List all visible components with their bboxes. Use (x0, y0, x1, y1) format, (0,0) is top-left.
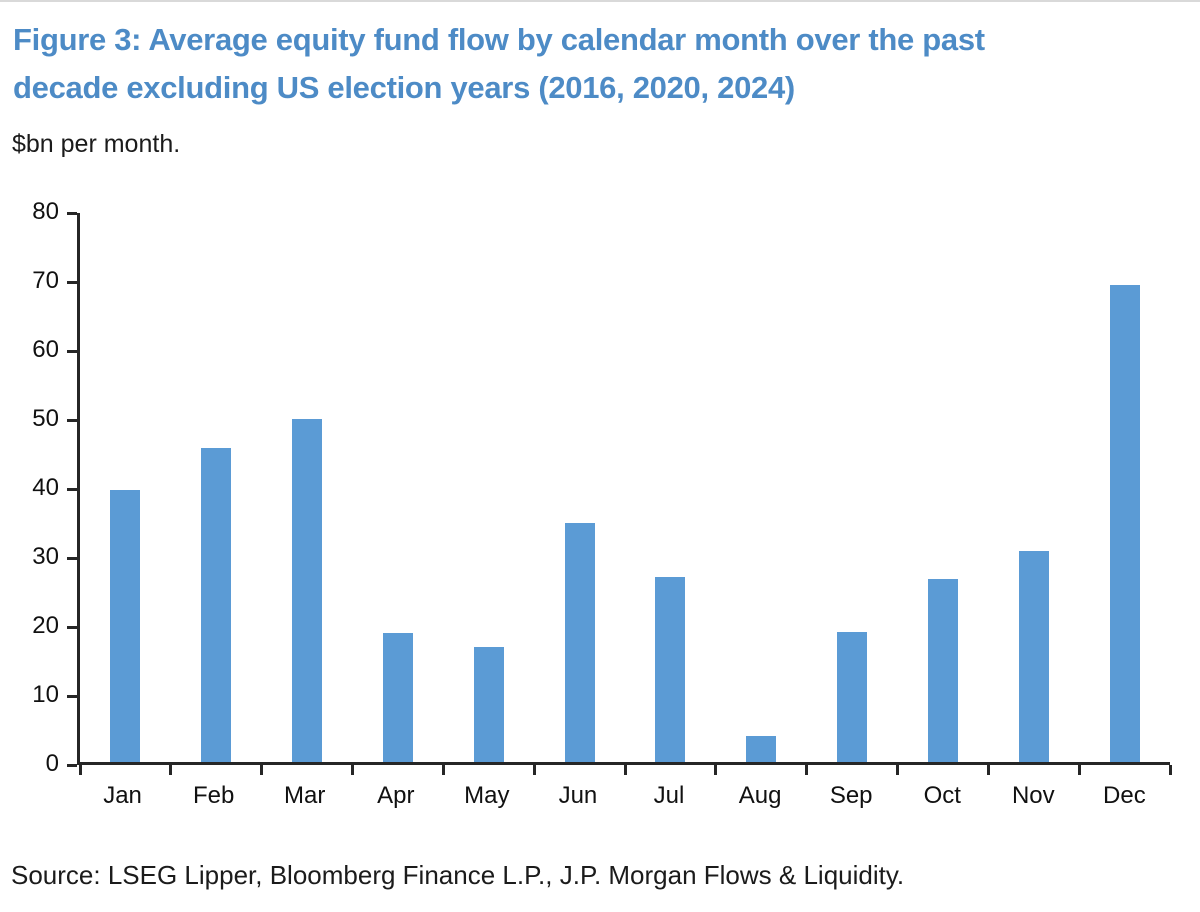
x-axis-tick (986, 765, 990, 775)
bar-apr (382, 633, 413, 762)
y-axis-tick-label: 70 (32, 267, 59, 294)
bar-slot-jan (80, 213, 171, 762)
bar-slot-nov (988, 213, 1079, 762)
y-axis-tick (67, 280, 77, 284)
x-axis-label-jun: Jun (558, 782, 598, 809)
bar-sep (837, 631, 868, 762)
bar-series (80, 213, 1170, 762)
bar-slot-jul (625, 213, 716, 762)
x-axis-label-feb: Feb (192, 782, 235, 809)
bar-may (473, 646, 504, 762)
y-axis-tick (67, 418, 77, 422)
x-axis-label-jan: Jan (103, 782, 142, 809)
x-axis-tick (1168, 765, 1172, 775)
bar-slot-oct (897, 213, 988, 762)
bar-jun (564, 523, 595, 762)
bar-slot-dec (1079, 213, 1170, 762)
y-axis-tick-label: 30 (32, 543, 59, 570)
bar-slot-may (443, 213, 534, 762)
y-axis-tick-label: 50 (32, 405, 59, 432)
x-axis-labels: Jan Feb Mar Apr May Jun Jul Aug Sep Oct Nov Dec (77, 782, 1170, 810)
y-axis-tick (67, 763, 77, 767)
x-axis-tick (896, 765, 899, 775)
figure-title: Figure 3: Average equity fund flow by ca… (13, 16, 1173, 112)
source-note: Source: LSEG Lipper, Bloomberg Finance L… (11, 860, 905, 890)
x-axis-tick (441, 765, 445, 775)
x-axis-tick (714, 765, 718, 775)
bar-oct (927, 578, 958, 762)
x-axis-tick (169, 765, 173, 775)
bar-dec (1109, 285, 1140, 762)
y-axis-tick-label: 80 (32, 198, 59, 225)
y-axis-tick-label: 40 (32, 474, 59, 501)
plot-area (77, 213, 1172, 775)
bar-slot-feb (171, 213, 262, 762)
y-axis-tick (67, 625, 77, 629)
x-axis-tick (623, 765, 627, 775)
x-axis-label-aug: Aug (738, 782, 782, 809)
x-axis-label-sep: Sep (829, 782, 873, 809)
bar-jul (655, 577, 686, 762)
bar-slot-apr (352, 213, 443, 762)
y-axis-tick (67, 211, 77, 215)
bar-slot-sep (807, 213, 898, 762)
bar-jan (110, 489, 141, 762)
y-axis-tick (67, 556, 77, 560)
x-axis-label-jul: Jul (653, 782, 685, 809)
x-axis-tick (1077, 765, 1081, 775)
x-axis-tick (532, 765, 536, 775)
bar-feb (201, 447, 232, 762)
figure-subtitle: $bn per month. (12, 130, 181, 158)
x-axis-tick (260, 765, 264, 775)
x-axis-label-apr: Apr (377, 782, 415, 809)
figure-title-line2: decade excluding US election years (2016… (13, 70, 795, 105)
y-axis-tick (67, 694, 77, 698)
y-axis-tick-label: 60 (32, 336, 59, 363)
bar-nov (1018, 550, 1049, 762)
x-axis-label-mar: Mar (284, 782, 326, 809)
y-axis-tick-label: 20 (32, 612, 59, 639)
bar-slot-jun (534, 213, 625, 762)
x-axis-label-dec: Dec (1103, 782, 1146, 809)
y-axis-tick-label: 0 (45, 750, 59, 777)
x-axis-tick (351, 765, 354, 775)
y-axis-tick-label: 10 (32, 681, 59, 708)
bar-slot-aug (716, 213, 807, 762)
x-axis-tick (78, 765, 82, 775)
figure-title-line1: Figure 3: Average equity fund flow by ca… (13, 22, 985, 57)
bar-mar (292, 418, 323, 762)
bar-aug (746, 735, 777, 762)
y-axis-tick (67, 487, 77, 491)
x-axis-tick (805, 765, 809, 775)
y-axis: 0 10 20 30 40 50 60 70 80 (0, 198, 77, 777)
y-axis-tick (67, 349, 77, 353)
x-axis-label-oct: Oct (923, 782, 961, 809)
top-divider (0, 0, 1200, 2)
x-axis-label-nov: Nov (1011, 782, 1055, 809)
bar-slot-mar (262, 213, 353, 762)
x-axis-label-may: May (464, 782, 510, 809)
